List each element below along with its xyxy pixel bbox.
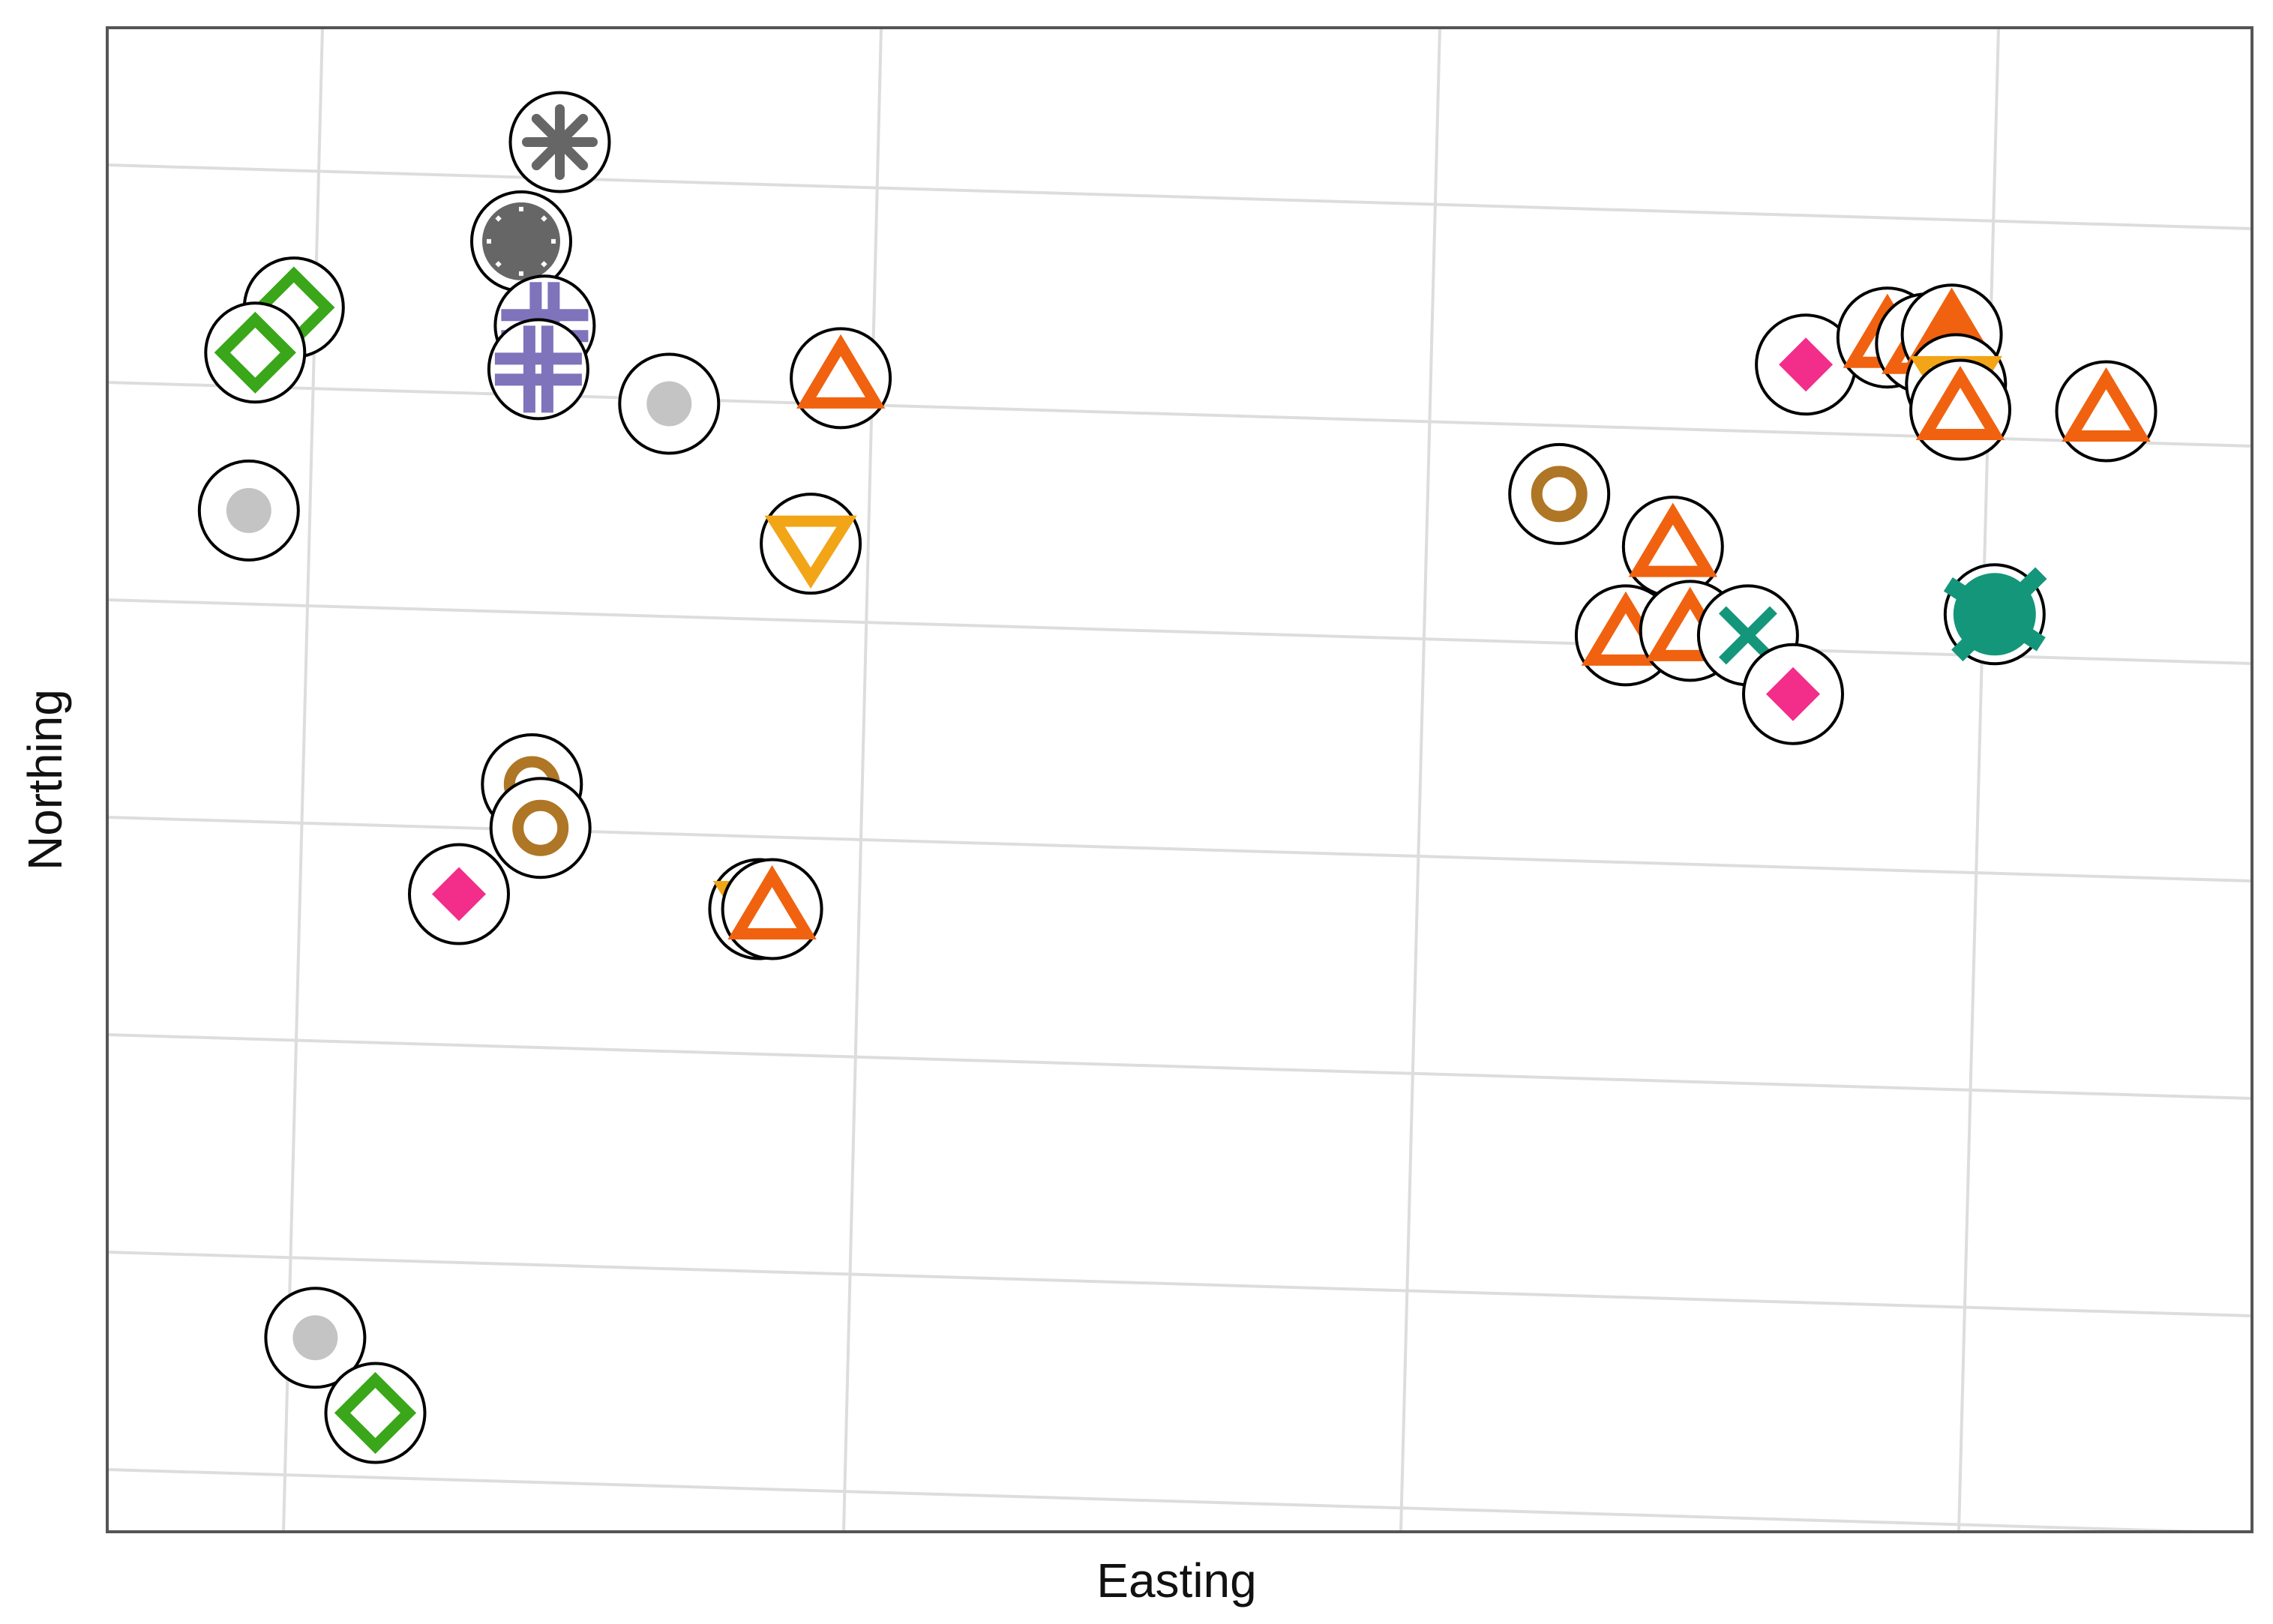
- grid-line-horizontal: [107, 598, 2252, 665]
- data-point-19-triangle-up: [1621, 496, 1724, 598]
- data-point-15-triangle-up: [721, 858, 823, 960]
- plot-frame: [106, 26, 2254, 1533]
- point-ring: [487, 318, 589, 421]
- data-points: [197, 91, 2158, 1464]
- grid-line-horizontal: [107, 1251, 2252, 1317]
- grid-line-vertical: [1957, 28, 2000, 1532]
- point-ring: [489, 777, 592, 879]
- grid-line-horizontal: [107, 1033, 2252, 1100]
- data-point-17-diamond-open: [324, 1362, 427, 1464]
- point-ring: [204, 301, 307, 404]
- data-point-4-gear: [470, 190, 572, 292]
- data-point-16-dot: [264, 1287, 367, 1389]
- x-axis-label: Easting: [1096, 1554, 1256, 1608]
- grid-line-horizontal: [107, 381, 2252, 448]
- data-point-9-triangle-up: [790, 327, 892, 430]
- point-ring: [324, 1362, 427, 1464]
- data-point-18-circle-open: [1508, 442, 1611, 545]
- grid-line-horizontal: [107, 816, 2252, 882]
- point-ring: [1508, 442, 1611, 545]
- y-axis-label: Northing: [18, 689, 72, 870]
- data-point-30-triangle-up: [2055, 360, 2158, 463]
- grid-line-horizontal: [107, 163, 2252, 230]
- data-point-3-asterisk: [508, 91, 611, 193]
- data-point-7-dot: [618, 352, 721, 455]
- data-point-6-hash: [487, 318, 589, 421]
- data-point-10-triangle-down: [760, 493, 862, 595]
- grid-lines: [107, 28, 2252, 1532]
- grid-line-vertical: [842, 28, 883, 1532]
- grid-line-vertical: [1399, 28, 1441, 1532]
- data-point-31-x-filled: [1943, 563, 2047, 666]
- data-point-12-circle-open: [489, 777, 592, 879]
- data-point-8-dot: [197, 459, 300, 562]
- data-point-13-diamond: [408, 843, 510, 945]
- data-point-2-diamond-open: [204, 301, 307, 404]
- data-point-24-diamond: [1755, 313, 1858, 416]
- grid-line-horizontal: [107, 1468, 2252, 1532]
- data-point-23-diamond: [1742, 643, 1844, 745]
- data-point-29-triangle-up: [1909, 358, 2011, 461]
